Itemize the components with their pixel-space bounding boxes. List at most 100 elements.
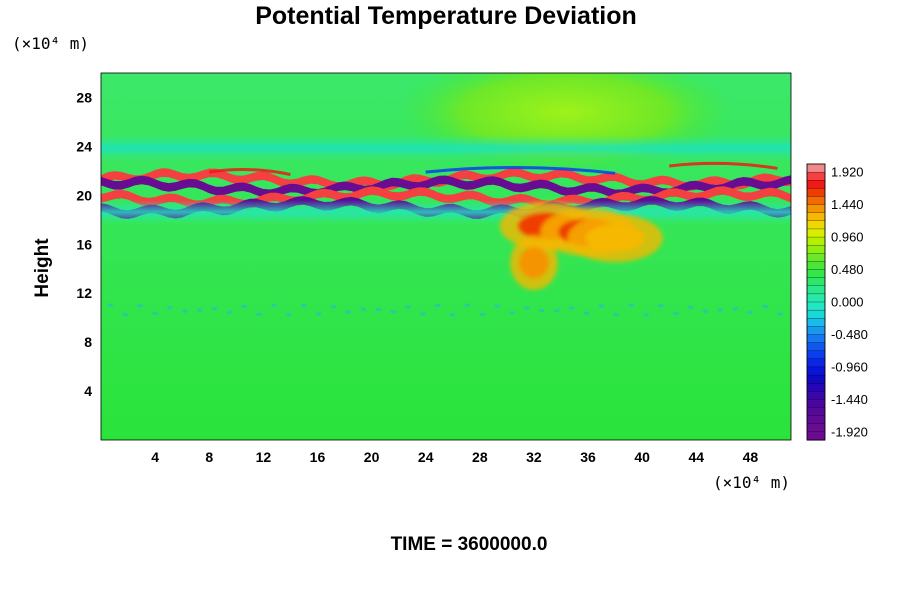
x-tick-label: 28 — [472, 449, 488, 465]
x-tick-label: 4 — [151, 449, 159, 465]
noise-cell — [524, 306, 530, 310]
colorbar-swatch — [806, 326, 826, 336]
cool-streak — [425, 166, 616, 175]
x-axis-ticks: 4 8 12 16 20 24 28 32 36 40 44 48 — [151, 449, 758, 465]
noise-cell — [435, 303, 441, 307]
noise-cell — [569, 306, 575, 310]
x-tick-label: 36 — [580, 449, 596, 465]
colorbar-swatch — [806, 415, 826, 425]
colorbar-swatch — [806, 423, 826, 433]
y-tick-label: 4 — [84, 383, 92, 399]
colorbar-swatch — [806, 220, 826, 230]
colorbar-tick-label: 0.000 — [831, 295, 864, 310]
colorbar-swatch — [806, 285, 826, 295]
noise-cell — [241, 304, 247, 308]
colorbar-swatch — [806, 399, 826, 409]
noise-cell — [554, 309, 560, 313]
colorbar-swatch — [806, 253, 826, 262]
colorbar-swatch — [806, 204, 826, 214]
noise-cell — [226, 311, 232, 315]
warm-anomaly-cluster — [499, 201, 663, 291]
noise-cell — [420, 312, 426, 316]
colorbar-swatch — [806, 334, 826, 344]
noise-cell — [464, 303, 470, 307]
y-tick-label: 12 — [76, 285, 92, 301]
noise-cell — [628, 303, 634, 307]
noise-cell — [211, 307, 217, 311]
colorbar-swatch — [806, 163, 826, 173]
x-tick-label: 40 — [634, 449, 650, 465]
colorbar-swatch — [806, 318, 826, 327]
noise-cell — [167, 306, 173, 310]
noise-cell — [256, 312, 262, 316]
colorbar-swatch — [806, 196, 826, 206]
mid-cyan-layer — [101, 200, 791, 224]
colorbar-frame — [806, 163, 826, 441]
plot-area — [101, 73, 791, 440]
x-tick-label: 32 — [526, 449, 542, 465]
colorbar: 1.920 1.440 0.960 0.480 0.000 -0.480 -0.960 -1.… — [806, 163, 868, 441]
colorbar-swatch — [806, 188, 826, 198]
noise-cell — [539, 308, 545, 312]
noise-cell — [717, 308, 723, 312]
noise-cell — [122, 313, 128, 317]
noise-cell — [643, 313, 649, 317]
noise-cell — [301, 303, 307, 307]
x-tick-label: 44 — [689, 449, 705, 465]
colorbar-tick-label: 1.920 — [831, 165, 864, 180]
x-tick-label: 8 — [205, 449, 213, 465]
noise-cell — [345, 310, 351, 314]
colorbar-tick-label: -0.480 — [831, 327, 868, 342]
noise-cell — [316, 312, 322, 316]
temperature-band — [101, 175, 791, 199]
colorbar-swatch — [806, 236, 826, 246]
colorbar-swatch — [806, 301, 826, 311]
colorbar-tick-label: -1.920 — [831, 424, 868, 439]
noise-cell — [331, 305, 336, 309]
time-label: TIME = 3600000.0 — [391, 534, 548, 555]
colorbar-swatch — [806, 180, 826, 189]
noise-cell — [613, 313, 619, 317]
noise-cell — [271, 303, 277, 307]
colorbar-swatch — [806, 269, 826, 279]
colorbar-tick-label: 0.960 — [831, 230, 864, 245]
colorbar-tick-label: 0.480 — [831, 262, 864, 277]
warm-streak — [669, 161, 778, 170]
warm-anomaly-core — [519, 246, 549, 279]
noise-cell — [479, 312, 485, 316]
colorbar-tick-label: -0.960 — [831, 359, 868, 374]
colorbar-swatch — [806, 407, 826, 417]
colorbar-tick-label: -1.440 — [831, 392, 868, 407]
x-tick-label: 24 — [418, 449, 434, 465]
y-tick-label: 8 — [84, 334, 92, 350]
y-axis-label: Height — [32, 238, 53, 298]
y-tick-label: 16 — [76, 236, 92, 252]
colorbar-swatch — [806, 366, 826, 376]
y-axis-ticks: 4 8 12 16 20 24 28 — [76, 89, 92, 399]
x-tick-label: 48 — [743, 449, 759, 465]
x-tick-label: 20 — [364, 449, 380, 465]
noise-cell — [673, 312, 679, 316]
noise-cell — [494, 304, 500, 308]
noise-cell — [732, 307, 738, 311]
chart-title: Potential Temperature Deviation — [255, 2, 637, 30]
noise-cell — [197, 308, 203, 312]
noise-cell — [107, 303, 113, 307]
noise-cell — [598, 304, 604, 308]
noise-cell — [703, 309, 709, 313]
colorbar-swatch — [806, 350, 826, 360]
x-tick-label: 12 — [256, 449, 272, 465]
noise-cell — [182, 309, 188, 313]
colorbar-swatch — [806, 431, 826, 441]
x-tick-label: 16 — [310, 449, 326, 465]
colorbar-swatch — [806, 171, 826, 181]
noise-cell — [152, 311, 158, 315]
colorbar-swatch — [806, 358, 826, 368]
warm-streak — [209, 168, 291, 177]
colorbar-tick-label: 1.440 — [831, 197, 864, 212]
noise-cell — [390, 310, 396, 314]
colorbar-swatch — [806, 277, 826, 287]
noise-cell — [747, 310, 753, 314]
colorbar-swatch — [806, 342, 826, 352]
